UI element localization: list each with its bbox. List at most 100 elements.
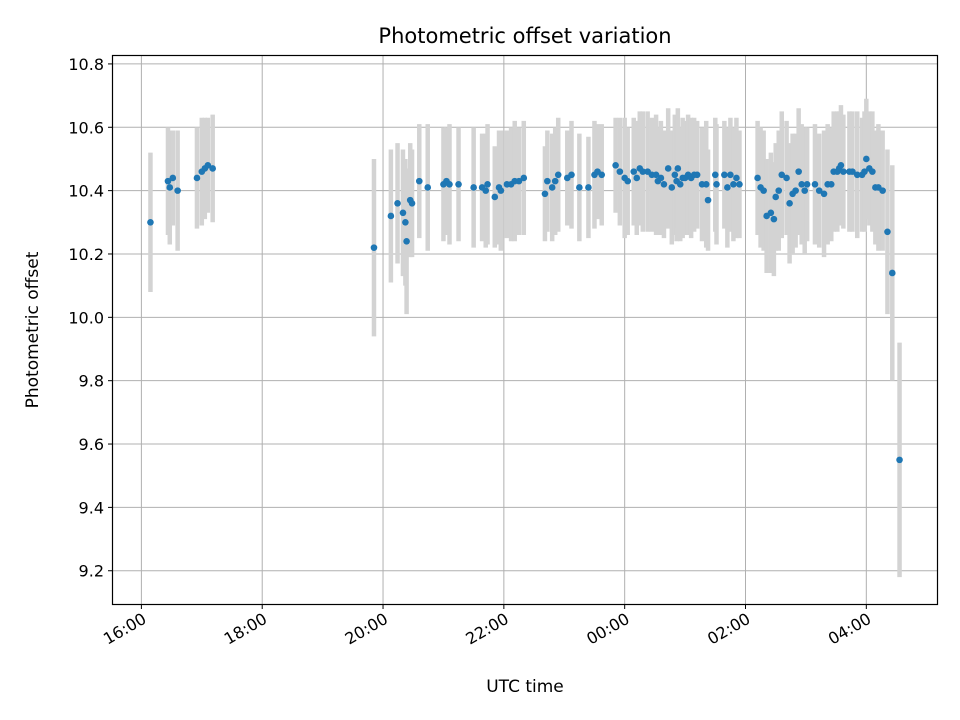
- data-point: [811, 180, 819, 188]
- data-point: [446, 180, 453, 188]
- data-point: [772, 193, 780, 201]
- data-point: [399, 209, 407, 217]
- data-point: [671, 171, 679, 179]
- data-point: [204, 161, 212, 169]
- data-point: [837, 161, 845, 169]
- data-point: [174, 187, 181, 194]
- data-point: [544, 177, 551, 185]
- data-point: [786, 199, 793, 207]
- data-point: [408, 199, 416, 207]
- data-point: [652, 171, 660, 179]
- data-point: [879, 187, 886, 194]
- data-point: [164, 177, 172, 185]
- y-axis: 9.2 9.4 9.6 9.8 10.0 10.2 10.4 10.6 10.8: [68, 55, 113, 581]
- data-point: [639, 168, 647, 175]
- data-point: [884, 228, 891, 236]
- data-point: [711, 171, 719, 179]
- data-point: [783, 174, 790, 182]
- data-point: [674, 165, 682, 172]
- data-point: [840, 168, 847, 175]
- data-point: [664, 165, 672, 172]
- data-point: [169, 174, 177, 182]
- data-point: [624, 177, 631, 185]
- data-point: [730, 180, 737, 188]
- data-point: [778, 171, 786, 179]
- y-tick-label: 10.0: [68, 308, 104, 327]
- data-point: [798, 180, 805, 188]
- data-point: [733, 174, 740, 182]
- data-point: [896, 456, 903, 464]
- data-point: [209, 165, 216, 172]
- data-point: [702, 180, 710, 188]
- data-points: [147, 155, 903, 464]
- data-point: [633, 174, 641, 182]
- data-point: [760, 187, 767, 194]
- data-point: [515, 177, 523, 185]
- data-point: [568, 171, 575, 179]
- data-point: [147, 219, 154, 226]
- data-point: [470, 184, 477, 191]
- data-point: [415, 177, 423, 185]
- data-point: [721, 171, 728, 179]
- data-point: [402, 219, 409, 226]
- data-point: [775, 187, 783, 194]
- y-tick-label: 9.8: [79, 372, 104, 391]
- y-tick-label: 10.2: [68, 245, 104, 264]
- data-point: [657, 174, 665, 182]
- data-point: [541, 190, 549, 198]
- data-point: [598, 171, 606, 179]
- plot-frame: [111, 54, 939, 606]
- data-point: [727, 171, 734, 179]
- data-point: [820, 190, 828, 198]
- y-tick-label: 9.6: [79, 435, 104, 454]
- data-point: [616, 168, 624, 175]
- y-axis-title: Photometric offset: [23, 251, 43, 408]
- data-point: [724, 184, 731, 191]
- data-point: [424, 184, 432, 191]
- data-point: [792, 187, 799, 194]
- data-point: [612, 161, 619, 169]
- data-point: [770, 215, 778, 223]
- data-point: [520, 174, 528, 182]
- data-point: [713, 180, 720, 188]
- y-tick-label: 10.6: [68, 118, 104, 137]
- data-point: [387, 212, 395, 220]
- data-point: [888, 269, 896, 277]
- data-point: [491, 193, 499, 201]
- data-point: [704, 196, 712, 204]
- data-point: [861, 168, 868, 175]
- data-point: [795, 168, 802, 175]
- data-point: [548, 184, 556, 191]
- data-point: [403, 238, 410, 245]
- y-tick-label: 10.4: [68, 182, 104, 201]
- data-point: [484, 180, 491, 188]
- data-point: [370, 244, 378, 251]
- data-point: [554, 171, 562, 179]
- y-tick-label: 9.4: [79, 498, 104, 517]
- data-point: [394, 199, 401, 207]
- x-axis-title: UTC time: [486, 677, 564, 697]
- data-point: [849, 168, 856, 175]
- data-point: [166, 184, 174, 191]
- data-point: [736, 180, 743, 188]
- data-point: [754, 174, 761, 182]
- data-point: [863, 155, 870, 163]
- data-point: [803, 180, 811, 188]
- data-point: [455, 180, 462, 188]
- data-point: [853, 171, 861, 179]
- data-point: [630, 168, 638, 175]
- data-point: [551, 177, 559, 185]
- data-point: [693, 171, 701, 179]
- data-point: [676, 180, 684, 188]
- data-point: [827, 180, 835, 188]
- data-point: [497, 187, 505, 194]
- y-tick-label: 9.2: [79, 562, 104, 581]
- data-point: [801, 187, 809, 194]
- chart-title: Photometric offset variation: [378, 24, 671, 48]
- data-point: [585, 184, 592, 191]
- data-point: [482, 187, 490, 194]
- y-tick-label: 10.8: [68, 55, 104, 74]
- data-point: [576, 184, 583, 191]
